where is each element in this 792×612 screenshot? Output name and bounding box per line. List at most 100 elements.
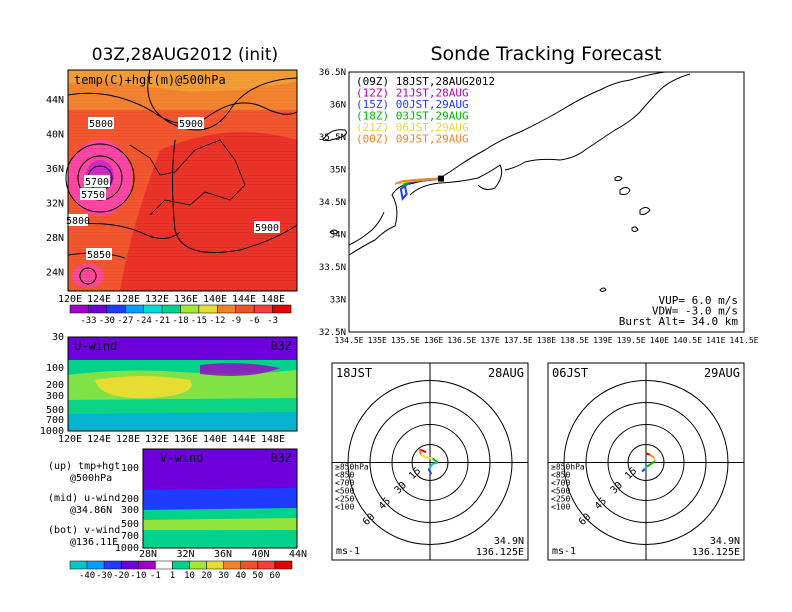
contour-label: 5900 xyxy=(179,119,203,130)
hodograph-lat: 34.9N xyxy=(494,536,524,547)
colorbar-label: -12 xyxy=(209,316,225,326)
colorbar-label: -20 xyxy=(113,571,129,581)
hodograph-segment xyxy=(641,468,646,473)
colorbar-label: -1 xyxy=(150,571,161,581)
vwind-y-tick: 200 xyxy=(121,494,139,505)
track-legend-item: (00Z) 09JST,29AUG xyxy=(356,133,469,146)
hodograph-level: ≥850hPa xyxy=(335,463,369,472)
colorbar-swatch xyxy=(125,304,144,314)
uwind-x-tick: 124E xyxy=(87,434,111,445)
colorbar-label: -18 xyxy=(172,316,188,326)
contour-label: 5800 xyxy=(66,216,90,227)
map-lat-tick: 36N xyxy=(46,164,64,175)
colorbar-swatch xyxy=(272,304,292,314)
colorbar-label: -21 xyxy=(154,316,170,326)
track-legend-item: (09Z) 18JST,28AUG2012 xyxy=(356,75,495,88)
uwind-y-tick: 100 xyxy=(46,363,64,374)
hodograph-level: <500 xyxy=(551,487,570,496)
launch-point xyxy=(437,175,444,182)
colorbar-swatch xyxy=(88,304,108,314)
vwind-x-tick: 36N xyxy=(214,549,232,560)
track-y-tick: 33.5N xyxy=(319,263,346,273)
track-y-tick: 34.5N xyxy=(319,198,346,208)
uwind-y-tick: 700 xyxy=(46,415,64,426)
colorbar-swatch xyxy=(155,560,173,570)
uwind-y-tick: 300 xyxy=(46,391,64,402)
tracking-title: Sonde Tracking Forecast xyxy=(430,43,661,65)
colorbar-label: -33 xyxy=(80,316,96,326)
vwind-x-tick: 28N xyxy=(139,549,157,560)
map-lon-tick: 136E xyxy=(174,294,198,305)
hodograph-segment xyxy=(420,453,427,459)
map-lat-tick: 24N xyxy=(46,268,64,279)
uwind-y-tick: 30 xyxy=(52,332,64,343)
track-annotation: VDW= -3.0 m/s xyxy=(652,305,738,318)
colorbar-swatch xyxy=(86,560,105,570)
colorbar-label: -30 xyxy=(99,316,115,326)
hodograph-segment xyxy=(427,468,433,475)
track-annotation: Burst Alt= 34.0 km xyxy=(619,315,739,328)
colorbar-label: 30 xyxy=(218,571,229,581)
map-label: temp(C)+hgt(m)@500hPa xyxy=(74,73,226,87)
legend-note-label: (up) tmp+hgt xyxy=(48,461,120,472)
vwind-y-tick: 700 xyxy=(121,531,139,542)
hodograph-title-left: 06JST xyxy=(552,366,588,380)
track-y-tick: 33N xyxy=(330,296,346,306)
vwind-x-tick: 32N xyxy=(176,549,194,560)
uwind-x-tick: 140E xyxy=(203,434,227,445)
vwind-x-tick: 40N xyxy=(251,549,269,560)
vwind-x-tick: 44N xyxy=(289,549,307,560)
vwind-title: V-wind xyxy=(160,451,203,465)
track-y-tick: 36.5N xyxy=(319,68,346,78)
left-title: 03Z,28AUG2012 (init) xyxy=(92,45,278,65)
hodograph-segment xyxy=(432,461,439,465)
contour-label: 5800 xyxy=(89,119,113,130)
map-lon-tick: 140E xyxy=(203,294,227,305)
map-lon-tick: 128E xyxy=(116,294,140,305)
map-lon-tick: 148E xyxy=(261,294,285,305)
colorbar-swatch xyxy=(180,304,200,314)
colorbar-swatch xyxy=(103,560,122,570)
colorbar-label: -30 xyxy=(96,571,112,581)
colorbar-swatch xyxy=(240,560,259,570)
hodograph-segment xyxy=(418,449,422,455)
colorbar-swatch xyxy=(257,560,276,570)
coastline xyxy=(322,71,691,292)
colorbar-swatch xyxy=(274,560,293,570)
colorbar-swatch xyxy=(143,304,163,314)
hodograph-lat: 34.9N xyxy=(710,536,740,547)
contour-label: 5850 xyxy=(87,250,111,261)
map-lon-tick: 144E xyxy=(232,294,256,305)
track-legend-item: (21Z) 06JST,29AUG xyxy=(356,121,469,134)
colorbar-swatch xyxy=(69,304,89,314)
vwind-time: 03Z xyxy=(270,451,292,465)
contour-label: 5750 xyxy=(81,190,105,201)
track-x-tick: 140E xyxy=(650,336,669,345)
uwind-x-tick: 144E xyxy=(232,434,256,445)
hodograph-level: <250 xyxy=(335,495,354,504)
hodograph-level: <700 xyxy=(335,479,354,488)
colorbar-label: -3 xyxy=(267,316,278,326)
map-lon-tick: 124E xyxy=(87,294,111,305)
track-line xyxy=(394,177,442,185)
colorbar-label: -24 xyxy=(136,316,152,326)
track-x-tick: 135.5E xyxy=(391,336,420,345)
colorbar-label: 10 xyxy=(184,571,195,581)
legend-note-sub: @34.86N xyxy=(70,505,112,516)
hodograph-level: <500 xyxy=(335,487,354,496)
hodograph-level: <100 xyxy=(335,503,354,512)
colorbar-swatch xyxy=(223,560,242,570)
uwind-y-tick: 200 xyxy=(46,380,64,391)
track-x-tick: 136.5E xyxy=(447,336,476,345)
track-x-tick: 137E xyxy=(480,336,499,345)
colorbar-swatch xyxy=(120,560,139,570)
contour-label: 5700 xyxy=(85,177,109,188)
track-annotation: VUP= 6.0 m/s xyxy=(659,294,738,307)
uwind-x-tick: 148E xyxy=(261,434,285,445)
uwind-y-tick: 1000 xyxy=(40,426,64,437)
hodograph-lon: 136.125E xyxy=(476,547,524,558)
wind-colorbar: -40 -30 -20 -10 -1 1 10 20 30 40 50 60 xyxy=(69,560,293,581)
hodograph-segment xyxy=(650,460,656,465)
hodograph-title-right: 29AUG xyxy=(704,366,740,380)
